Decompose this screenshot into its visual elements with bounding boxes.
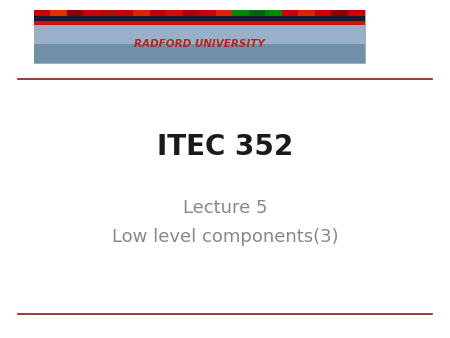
Bar (199, 10, 216, 16)
Text: Lecture 5: Lecture 5 (183, 199, 267, 217)
Bar (117, 10, 133, 16)
Bar (348, 10, 365, 16)
Bar (249, 10, 266, 16)
Bar (100, 10, 117, 16)
Bar (34, 10, 365, 63)
Bar (133, 10, 149, 16)
Bar (216, 10, 232, 16)
Bar (166, 10, 183, 16)
Bar (34, 10, 50, 16)
Bar (331, 10, 348, 16)
Bar (266, 10, 282, 16)
Bar (149, 10, 166, 16)
Bar (67, 10, 83, 16)
Bar (34, 44, 365, 63)
Bar (282, 10, 298, 16)
Bar (34, 21, 365, 25)
Bar (34, 10, 365, 22)
Text: Low level components(3): Low level components(3) (112, 227, 338, 246)
Bar (232, 10, 249, 16)
Text: ITEC 352: ITEC 352 (157, 133, 293, 161)
Bar (298, 10, 315, 16)
Bar (315, 10, 332, 16)
Text: RADFORD UNIVERSITY: RADFORD UNIVERSITY (134, 39, 265, 49)
Bar (83, 10, 100, 16)
Bar (50, 10, 67, 16)
Bar (183, 10, 199, 16)
